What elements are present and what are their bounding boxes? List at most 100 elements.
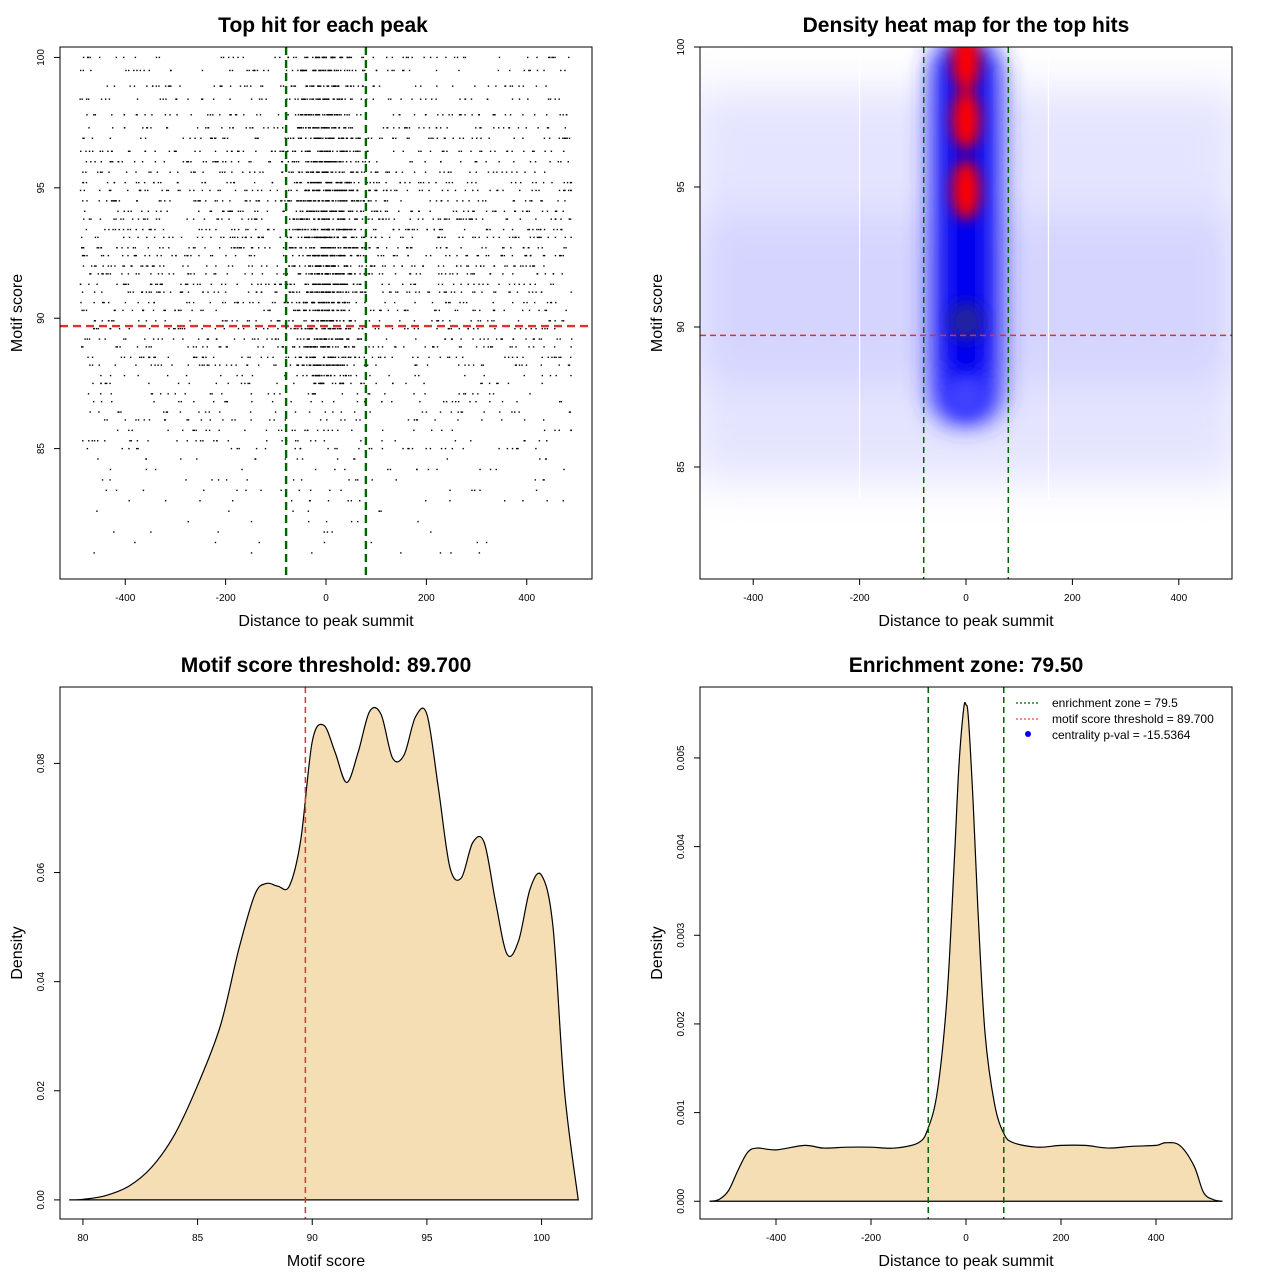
scatter-point <box>107 254 110 257</box>
scatter-point <box>309 200 311 202</box>
scatter-point <box>98 338 101 340</box>
scatter-point <box>113 320 115 322</box>
scatter-point <box>305 171 308 173</box>
scatter-point <box>436 327 438 330</box>
scatter-point <box>336 189 339 192</box>
scatter-point <box>260 189 263 192</box>
scatter-point <box>313 161 315 163</box>
scatter-point <box>276 189 279 192</box>
scatter-point <box>363 356 366 359</box>
scatter-point <box>184 393 186 395</box>
scatter-point <box>482 200 484 202</box>
scatter-point <box>477 189 479 192</box>
scatter-point <box>313 247 316 249</box>
scatter-point <box>124 181 126 184</box>
scatter-point <box>404 181 406 184</box>
scatter-point <box>98 411 100 413</box>
scatter-point <box>98 56 101 59</box>
scatter-point <box>453 291 456 293</box>
scatter-point <box>291 69 294 72</box>
scatter-point <box>536 69 539 72</box>
scatter-point <box>356 291 358 293</box>
scatter-point <box>236 283 238 286</box>
scatter-point <box>202 440 204 442</box>
scatter-point <box>313 393 316 395</box>
scatter-point <box>202 291 204 293</box>
scatter-point <box>439 171 441 173</box>
scatter-point <box>97 247 100 249</box>
scatter-point <box>339 364 342 366</box>
scatter-point <box>508 69 511 72</box>
scatter-point <box>153 301 156 304</box>
scatter-point <box>109 479 111 481</box>
scatter-point <box>332 356 334 359</box>
scatter-point <box>349 327 352 330</box>
scatter-point <box>525 254 527 257</box>
scatter-point <box>467 265 470 267</box>
scatter-point <box>339 189 341 192</box>
scatter-point <box>243 247 245 249</box>
scatter-point <box>351 228 353 231</box>
scatter-point <box>323 440 326 442</box>
scatter-point <box>394 273 397 275</box>
scatter-point <box>140 356 143 359</box>
scatter-point <box>239 210 242 212</box>
scatter-point <box>143 181 146 184</box>
scatter-point <box>315 283 317 286</box>
scatter-point <box>552 283 555 286</box>
scatter-point <box>205 127 207 129</box>
scatter-point <box>231 265 234 267</box>
scatter-point <box>348 69 351 72</box>
scatter-point <box>324 218 326 220</box>
scatter-point <box>540 338 543 340</box>
scatter-point <box>231 320 233 322</box>
scatter-point <box>294 411 297 413</box>
scatter-point <box>192 301 195 304</box>
scatter-point <box>288 291 291 293</box>
scatter-point <box>411 161 413 163</box>
distance-density-y-label: Density <box>649 926 666 979</box>
scatter-point <box>315 189 317 192</box>
scatter-point <box>237 301 239 304</box>
scatter-point <box>310 273 312 275</box>
scatter-point <box>258 98 261 100</box>
scatter-point <box>255 150 257 153</box>
scatter-point <box>492 171 495 173</box>
scatter-point <box>257 189 259 192</box>
scatter-point <box>148 382 150 385</box>
scatter-point <box>394 254 396 257</box>
scatter-point <box>496 171 498 173</box>
scatter-point <box>152 338 155 340</box>
scatter-point <box>218 247 221 249</box>
scatter-point <box>201 228 203 231</box>
scatter-point <box>287 161 290 163</box>
scatter-point <box>327 327 330 330</box>
scatter-point <box>309 356 311 359</box>
scatter-point <box>311 301 314 304</box>
scatter-point <box>457 218 459 220</box>
scatter-point <box>522 85 525 87</box>
scatter-point <box>346 301 349 304</box>
scatter-point <box>350 320 352 322</box>
scatter-point <box>242 210 244 212</box>
scatter-point <box>186 254 188 257</box>
scatter-point <box>316 291 319 293</box>
scatter-point <box>561 228 563 231</box>
scatter-point <box>320 382 323 385</box>
x-tick-label: 400 <box>1170 593 1187 604</box>
scatter-point <box>251 189 254 192</box>
scatter-point <box>318 171 320 173</box>
scatter-point <box>90 69 92 72</box>
scatter-point <box>306 291 308 293</box>
scatter-point <box>306 291 309 293</box>
scatter-point <box>135 419 137 421</box>
scatter-point <box>530 327 532 330</box>
scatter-point <box>135 254 137 257</box>
scatter-point <box>479 468 481 471</box>
scatter-point <box>565 309 567 312</box>
scatter-point <box>398 210 400 212</box>
scatter-point <box>462 301 465 304</box>
scatter-point <box>258 247 260 249</box>
scatter-point <box>311 236 313 239</box>
scatter-point <box>312 320 314 322</box>
